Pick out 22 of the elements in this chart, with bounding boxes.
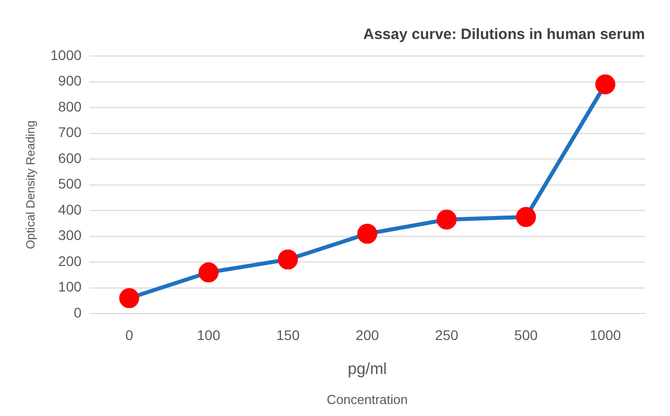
x-tick-label: 500 [514,326,538,343]
x-tick-label: 100 [196,326,220,343]
y-tick-label: 800 [58,98,82,114]
y-tick-label: 600 [58,150,82,166]
y-tick-label: 700 [58,124,82,140]
chart-title: Assay curve: Dilutions in human serum [363,26,645,44]
x-tick-label: 1000 [590,326,622,343]
y-tick-label: 200 [58,252,82,269]
y-tick-label: 400 [58,201,82,218]
x-axis-title: Concentration [326,392,408,407]
x-tick-label: 150 [276,326,300,343]
text: pg/ml [348,361,387,378]
x-tick-label: 0 [125,326,134,343]
y-tick-label: 300 [58,227,82,244]
y-tick-label: 900 [58,72,82,89]
y-tick-label: 100 [58,278,82,295]
y-tick-label: 1000 [50,46,82,63]
y-axis-title: Optical Density Reading [24,120,38,250]
y-tick-label: 500 [58,176,82,192]
x-tick-label: 200 [356,326,380,343]
x-tick-label: 250 [434,326,459,343]
y-tick-label: 0 [74,304,82,320]
